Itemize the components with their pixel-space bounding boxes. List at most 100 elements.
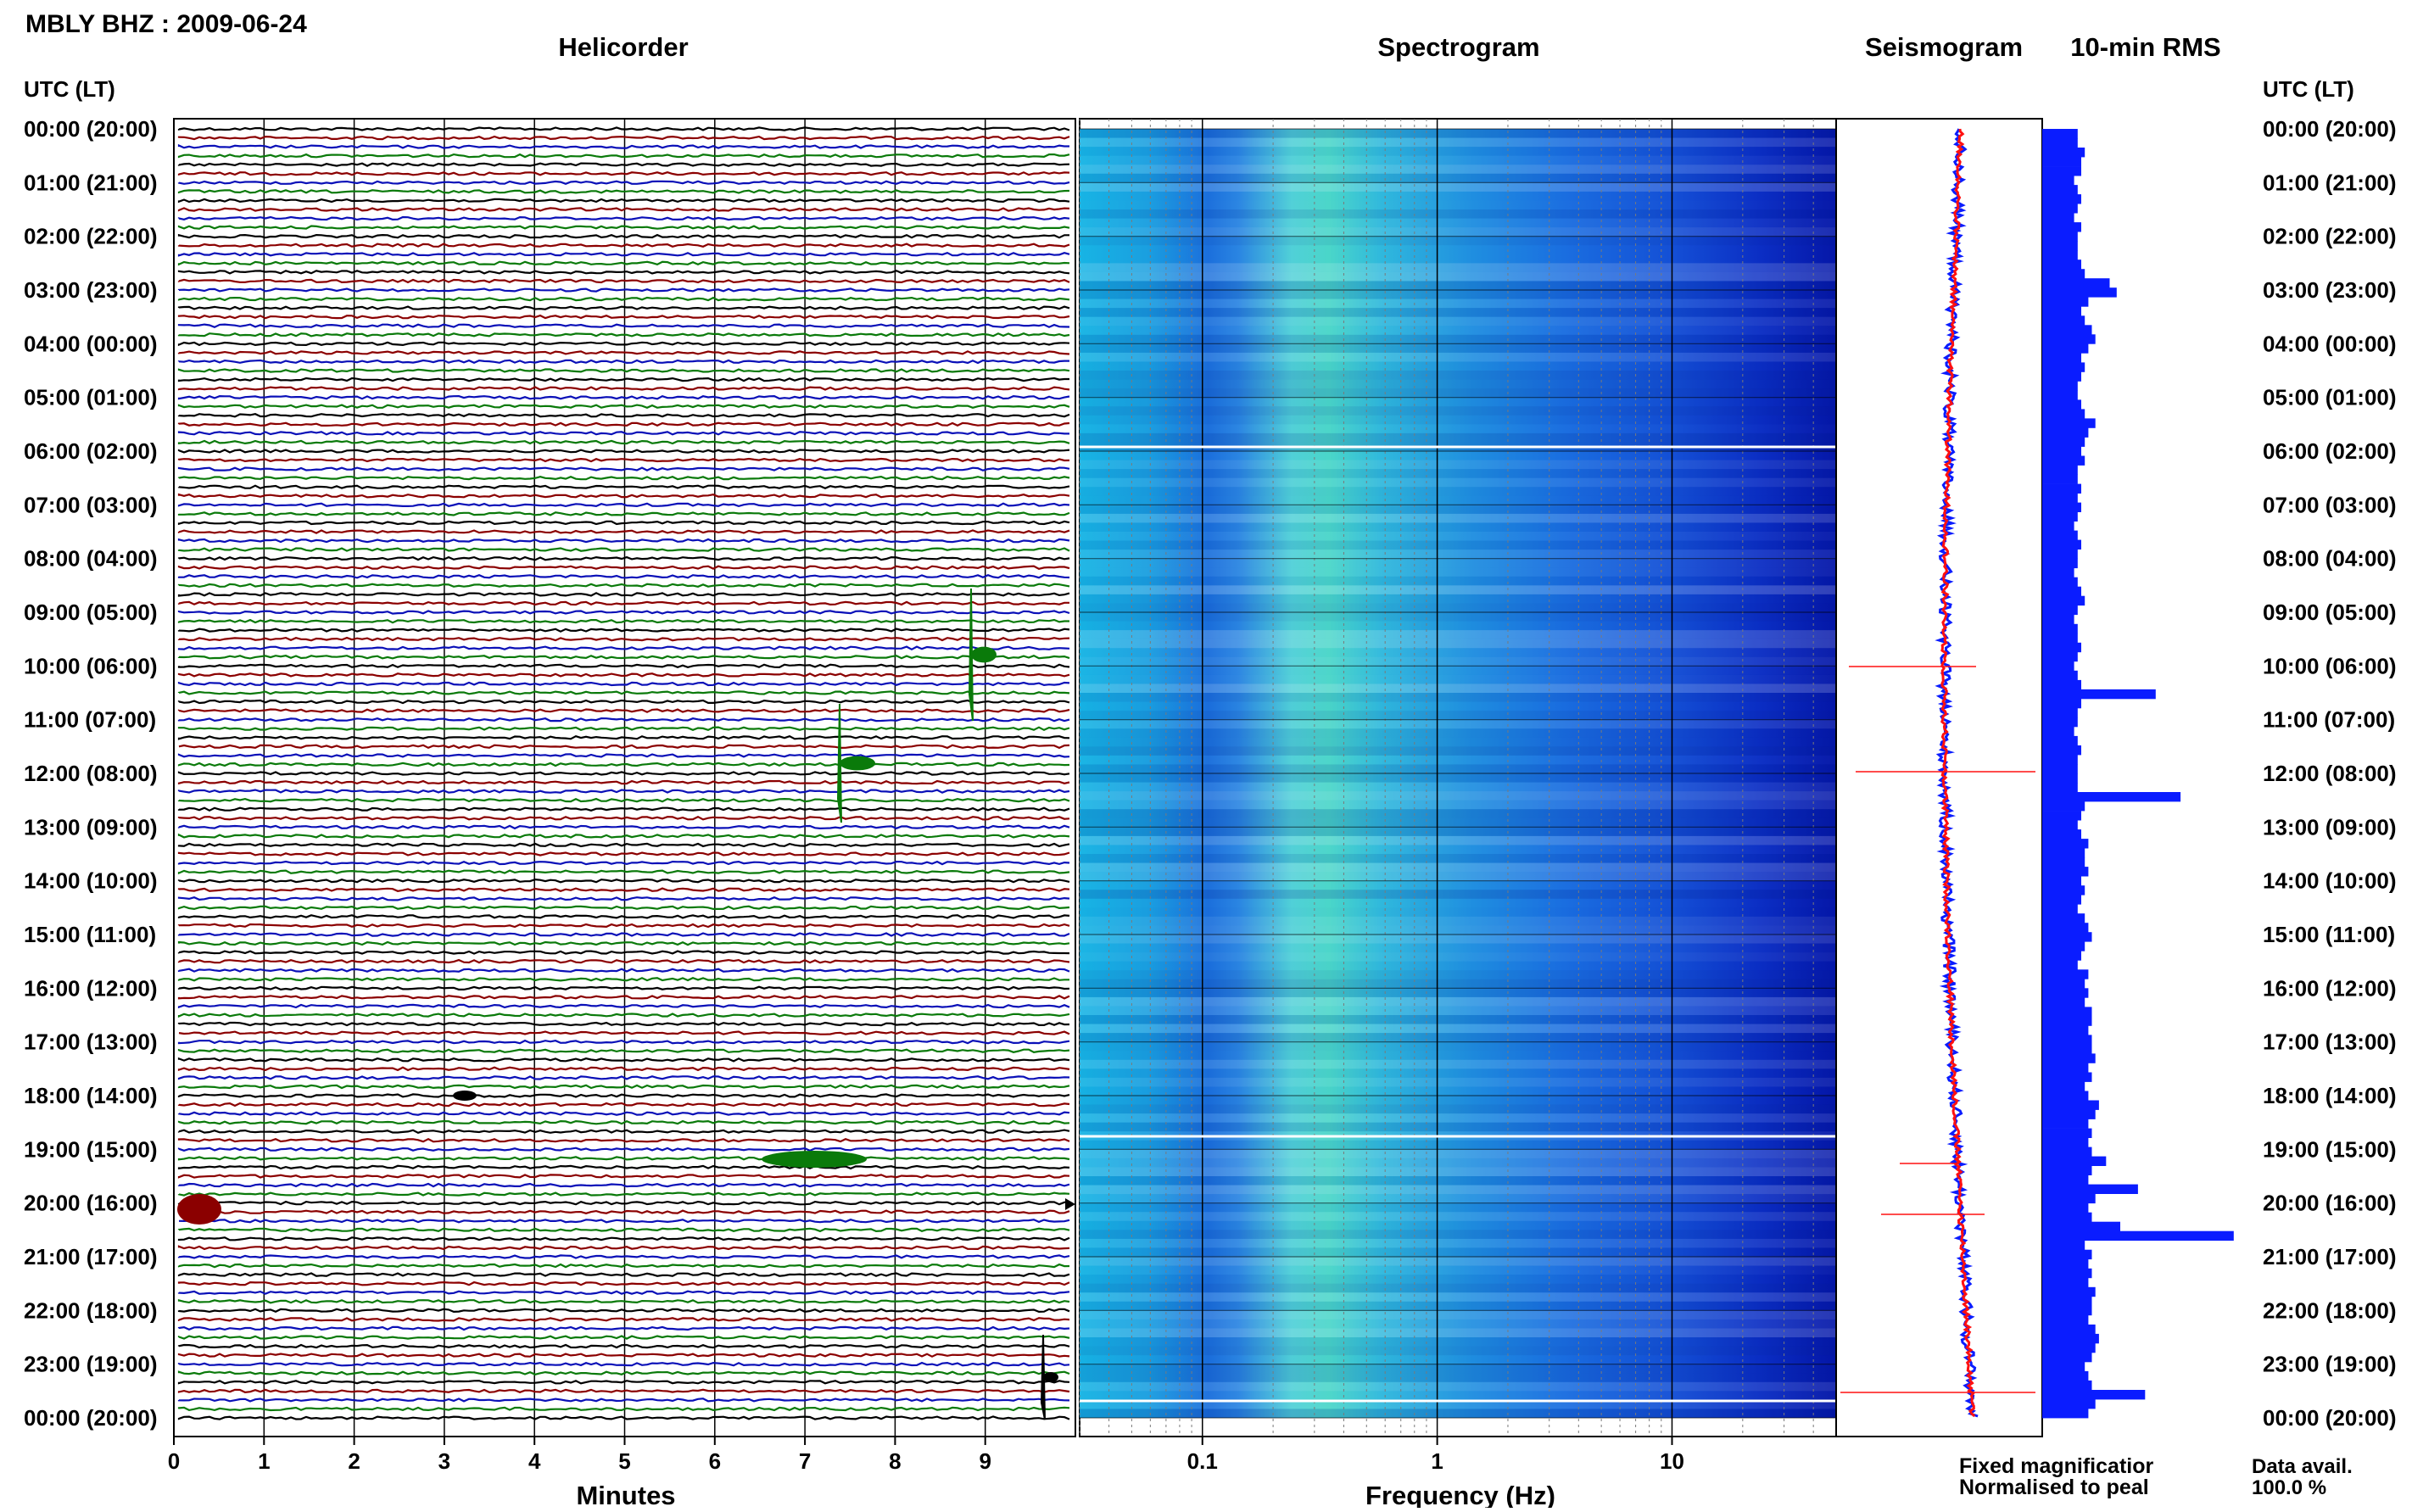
helicorder-trace xyxy=(177,475,1070,481)
time-label-left: 02:00 (22:00) xyxy=(24,224,158,249)
helicorder-trace xyxy=(177,180,1070,185)
helicorder-trace xyxy=(177,449,1070,454)
spectrogram-row xyxy=(1080,817,1836,828)
helicorder-trace xyxy=(177,243,1070,248)
spectrogram-title: Spectrogram xyxy=(1377,32,1539,62)
time-label-right: 09:00 (05:00) xyxy=(2263,600,2397,625)
time-label-left: 23:00 (19:00) xyxy=(24,1352,158,1377)
spectrogram-row xyxy=(1080,782,1836,792)
spectrogram-row xyxy=(1080,1391,1836,1400)
rms-bar xyxy=(2042,1174,2089,1185)
spectrogram-row xyxy=(1080,424,1836,433)
rms-bar xyxy=(2042,437,2085,447)
time-label-left: 00:00 (20:00) xyxy=(24,1405,158,1431)
helicorder-trace xyxy=(177,690,1070,695)
spectrogram-row xyxy=(1080,791,1836,801)
helicorder-trace xyxy=(177,1361,1070,1367)
spectrogram-row xyxy=(1080,567,1836,577)
minutes-tick-label: 7 xyxy=(799,1448,811,1474)
helicorder-trace xyxy=(177,950,1070,955)
rms-bar xyxy=(2042,269,2085,279)
seismogram-normalised-trace xyxy=(1940,128,1976,1418)
rms-bar xyxy=(2042,1361,2085,1372)
spectrogram-row xyxy=(1080,907,1836,917)
rms-bar xyxy=(2042,1240,2085,1251)
rms-bar xyxy=(2042,1091,2089,1101)
rms-bar xyxy=(2042,735,2078,746)
time-label-right: 04:00 (00:00) xyxy=(2263,331,2397,356)
spectrogram-row xyxy=(1080,137,1836,148)
helicorder-trace xyxy=(177,511,1070,516)
helicorder-trace xyxy=(177,860,1070,866)
rms-bar xyxy=(2042,1342,2096,1353)
spectrogram-row xyxy=(1080,406,1836,416)
helicorder-trace xyxy=(177,386,1070,391)
spectrogram-row xyxy=(1080,1337,1836,1347)
spectrogram-row xyxy=(1080,379,1836,389)
helicorder-trace xyxy=(177,985,1070,991)
rms-bar xyxy=(2042,829,2081,840)
helicorder-trace xyxy=(177,225,1070,230)
rms-bar xyxy=(2042,1380,2092,1391)
rms-bar xyxy=(2042,166,2081,176)
helicorder-trace xyxy=(177,905,1070,911)
spectrogram-row xyxy=(1080,236,1836,246)
legend-normalised-to-peak: Normalised to peal xyxy=(1959,1476,2149,1499)
rms-bar xyxy=(2042,1409,2089,1419)
helicorder-trace xyxy=(177,502,1070,508)
rms-bar xyxy=(2042,867,2089,877)
helicorder-trace xyxy=(177,143,1069,149)
helicorder-trace xyxy=(177,1353,1070,1358)
rms-bar xyxy=(2042,287,2117,298)
rms-bar xyxy=(2042,1109,2096,1119)
rms-bar xyxy=(2042,1044,2092,1054)
spectrogram-row xyxy=(1080,558,1836,568)
spectrogram-row xyxy=(1080,756,1836,765)
rms-bar xyxy=(2042,222,2081,232)
spectrogram-row xyxy=(1080,827,1836,836)
helicorder-trace xyxy=(177,806,1070,812)
helicorder-trace xyxy=(177,1129,1070,1134)
helicorder-trace xyxy=(177,314,1070,320)
helicorder-trace xyxy=(177,233,1069,239)
helicorder-trace xyxy=(177,215,1070,221)
spectrogram-row xyxy=(1080,1319,1836,1329)
helicorder-trace xyxy=(177,457,1070,463)
helicorder-trace xyxy=(177,1209,1070,1214)
rms-bar xyxy=(2042,418,2096,428)
helicorder-trace xyxy=(177,654,1070,660)
spectrogram-row xyxy=(1080,522,1836,532)
helicorder-trace xyxy=(177,1048,1070,1053)
rms-bar xyxy=(2042,1314,2089,1325)
rms-bar xyxy=(2042,820,2078,830)
rms-bar xyxy=(2042,1352,2092,1363)
spectrogram-row xyxy=(1080,173,1836,183)
spectrogram-row xyxy=(1080,361,1836,371)
rms-bar xyxy=(2042,558,2078,569)
time-label-left: 00:00 (20:00) xyxy=(24,116,158,142)
helicorder-title: Helicorder xyxy=(558,32,688,62)
helicorder-trace xyxy=(177,887,1070,892)
rms-bar xyxy=(2042,194,2081,204)
helicorder-trace xyxy=(177,708,1070,713)
time-label-left: 05:00 (01:00) xyxy=(24,385,158,410)
rms-bar xyxy=(2042,213,2074,223)
spectrogram-row xyxy=(1080,1355,1836,1364)
helicorder-trace xyxy=(177,1013,1070,1018)
spectrogram-row xyxy=(1080,1033,1836,1042)
spectrogram-row xyxy=(1080,693,1836,702)
helicorder-trace xyxy=(177,1039,1070,1045)
helicorder-trace xyxy=(177,1245,1070,1251)
rms-bar xyxy=(2042,1081,2085,1091)
spectrogram-row xyxy=(1080,1364,1836,1374)
spectrogram-row xyxy=(1080,773,1836,783)
rms-bar xyxy=(2042,409,2085,419)
spectrogram-row xyxy=(1080,809,1836,818)
helicorder-trace xyxy=(177,547,1070,552)
helicorder-trace xyxy=(177,1272,1070,1277)
helicorder-trace xyxy=(178,1219,1070,1224)
spectrogram-row xyxy=(1080,979,1836,989)
rms-bar xyxy=(2042,1258,2089,1269)
rms-bar xyxy=(2042,941,2085,951)
spectrogram-row xyxy=(1080,881,1836,890)
